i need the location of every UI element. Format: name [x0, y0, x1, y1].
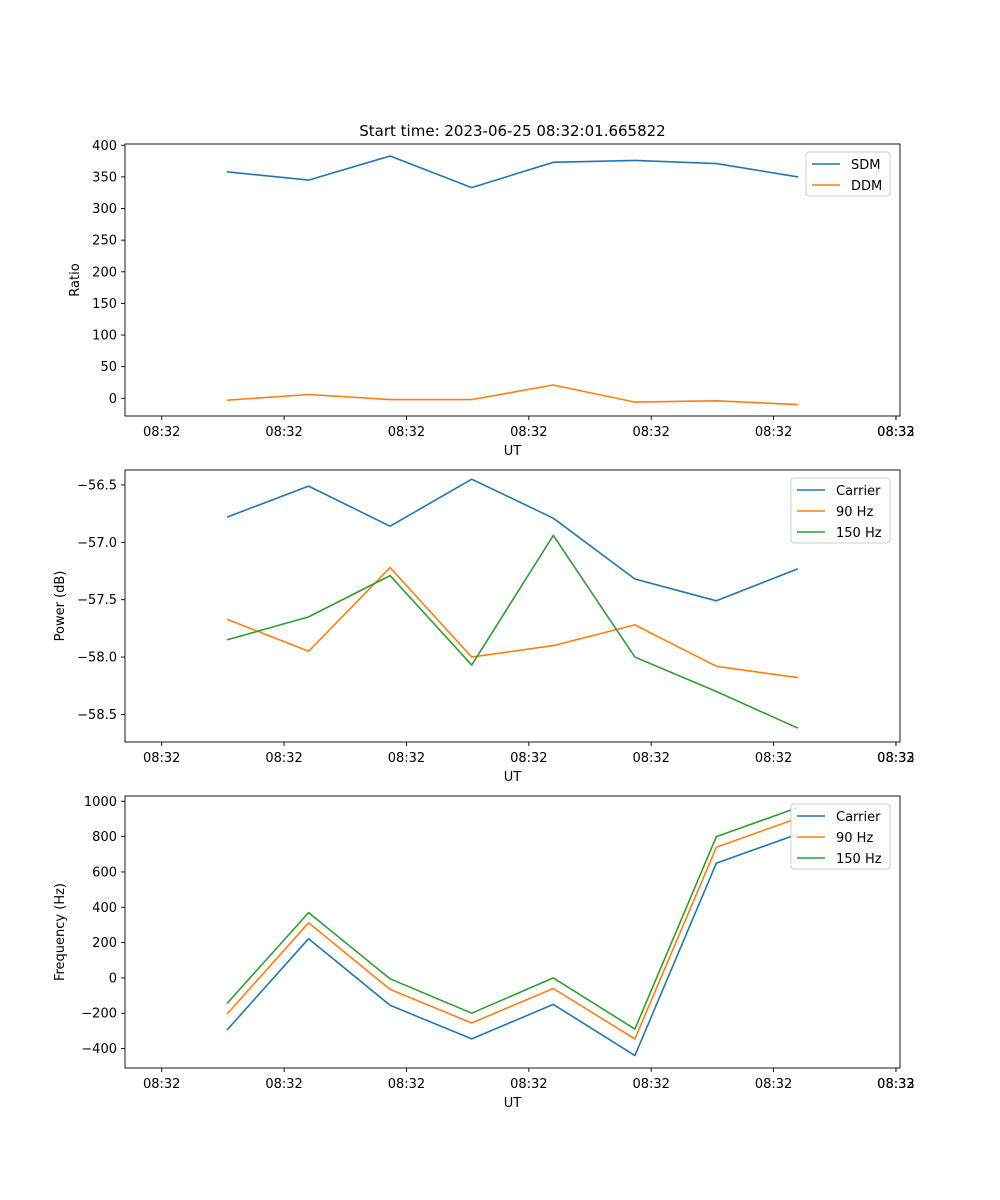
legend-label: SDM	[851, 158, 880, 173]
y-tick-label: 600	[92, 865, 117, 880]
x-tick-label: 08:32	[510, 1077, 547, 1092]
x-tick-label: 08:32	[755, 425, 792, 440]
y-tick-label: 1000	[84, 795, 117, 810]
legend: Carrier 90 Hz 150 Hz	[790, 803, 891, 870]
y-tick-label: −57.0	[77, 536, 117, 551]
legend-box	[790, 477, 891, 544]
x-tick-label: 08:32	[632, 425, 669, 440]
legend: SDM DDM	[805, 151, 891, 197]
legend-box	[790, 803, 891, 870]
y-tick-label: −58.0	[77, 651, 117, 666]
x-tick-label: 08:32	[265, 1077, 302, 1092]
y-axis-label: Ratio	[68, 263, 83, 296]
x-tick-label: 08:32	[755, 751, 792, 766]
y-tick-label: −56.5	[77, 478, 117, 493]
y-tick-label: 200	[92, 265, 117, 280]
axes-frame	[124, 795, 901, 1069]
y-tick-label: −400	[81, 1042, 117, 1057]
figure-title: Start time: 2023-06-25 08:32:01.665822	[359, 122, 665, 140]
legend-label: 150 Hz	[836, 852, 882, 867]
x-axis-label: UT	[504, 444, 522, 459]
y-tick-label: −57.5	[77, 593, 117, 608]
x-tick-label: 08:32	[265, 425, 302, 440]
series-line-carrier	[226, 833, 799, 1057]
series-line-sdm	[226, 155, 799, 189]
x-tick-label: 08:32	[877, 1077, 914, 1092]
y-tick-label: −58.5	[77, 708, 117, 723]
y-tick-label: 400	[92, 139, 117, 154]
y-tick-label: 350	[92, 170, 117, 185]
series-line-ddm	[226, 384, 799, 406]
x-tick-label: 08:32	[510, 425, 547, 440]
axes-frame	[124, 469, 901, 743]
x-tick-label: 08:32	[877, 425, 914, 440]
x-tick-label: 08:33	[877, 425, 914, 440]
y-tick-label: 50	[100, 360, 117, 375]
legend-label: DDM	[851, 179, 882, 194]
y-tick-label: 100	[92, 329, 117, 344]
y-axis-label: Power (dB)	[53, 571, 68, 642]
legend-label: Carrier	[836, 810, 881, 825]
legend-label: 150 Hz	[836, 526, 882, 541]
x-tick-label: 08:32	[143, 425, 180, 440]
series-line-carrier	[226, 478, 799, 602]
x-tick-label: 08:32	[755, 1077, 792, 1092]
y-tick-label: 300	[92, 202, 117, 217]
y-tick-label: 250	[92, 234, 117, 249]
series-line-150-hz	[226, 806, 799, 1030]
x-tick-label: 08:32	[388, 1077, 425, 1092]
x-tick-label: 08:32	[143, 751, 180, 766]
y-tick-label: 150	[92, 297, 117, 312]
x-tick-label: 08:33	[877, 751, 914, 766]
y-tick-label: 0	[109, 971, 117, 986]
x-tick-label: 08:32	[632, 751, 669, 766]
series-line-150-hz	[226, 534, 799, 729]
x-axis-label: UT	[504, 1096, 522, 1111]
axes-frame	[124, 143, 901, 417]
y-axis-label: Frequency (Hz)	[53, 883, 68, 981]
x-tick-label: 08:32	[510, 751, 547, 766]
x-axis-label: UT	[504, 770, 522, 785]
legend: Carrier 90 Hz 150 Hz	[790, 477, 891, 544]
legend-label: 90 Hz	[836, 505, 873, 520]
y-tick-label: 400	[92, 901, 117, 916]
subplot-2: −58.5 −58.0 −57.5 −57.0 −56.5 08:32 08:32 08:32…	[53, 469, 915, 785]
x-tick-label: 08:32	[143, 1077, 180, 1092]
x-tick-label: 08:32	[632, 1077, 669, 1092]
y-tick-label: −200	[81, 1007, 117, 1022]
y-tick-label: 800	[92, 830, 117, 845]
y-tick-label: 200	[92, 936, 117, 951]
series-line-90-hz	[226, 566, 799, 679]
x-tick-label: 08:32	[388, 751, 425, 766]
legend-label: 90 Hz	[836, 831, 873, 846]
x-tick-label: 08:32	[877, 751, 914, 766]
subplot-3: −400 −200 0 200 400 600 800 1000 08:32 08:32 08:32…	[53, 795, 915, 1111]
x-tick-label: 08:33	[877, 1077, 914, 1092]
y-tick-label: 0	[109, 392, 117, 407]
x-tick-label: 08:32	[388, 425, 425, 440]
x-tick-label: 08:32	[265, 751, 302, 766]
legend-label: Carrier	[836, 484, 881, 499]
series-line-90-hz	[226, 817, 799, 1040]
